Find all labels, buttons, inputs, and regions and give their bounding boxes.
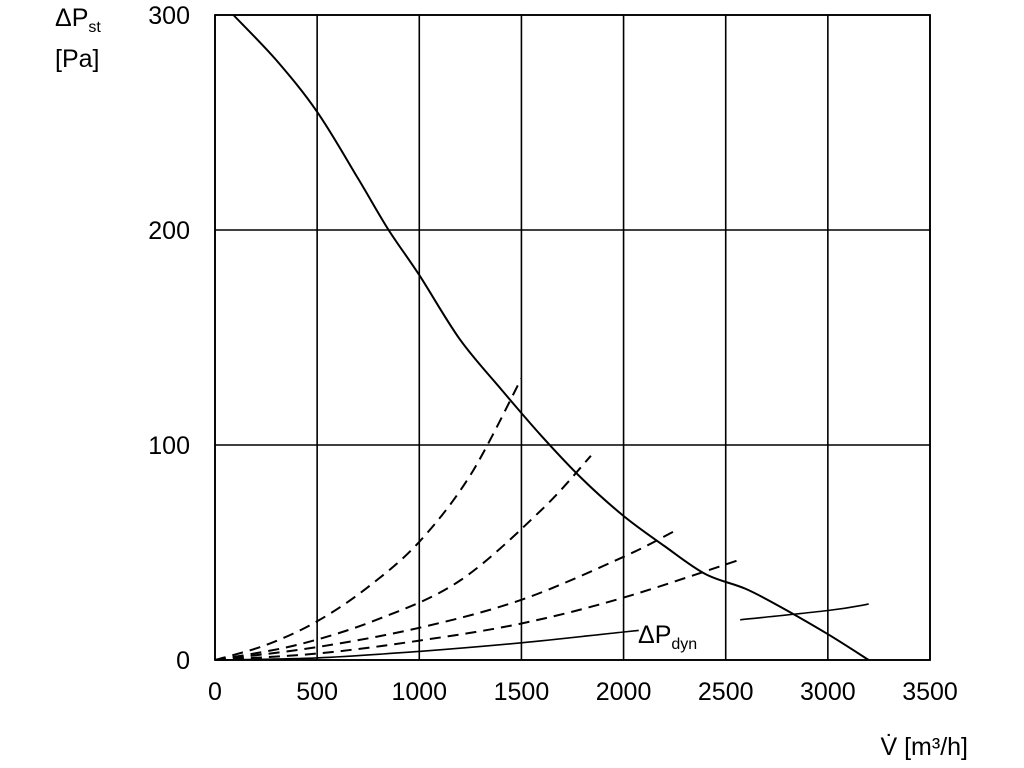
x-tick-label: 3500: [902, 678, 958, 706]
dyn-annotation: ΔPdyn: [638, 621, 697, 653]
x-tick-label: 1500: [494, 678, 550, 706]
y-tick-label: 300: [148, 2, 190, 30]
x-tick-label: 2000: [596, 678, 652, 706]
x-tick-label: 2500: [698, 678, 754, 706]
y-tick-label: 200: [148, 217, 190, 245]
plot-frame: [214, 14, 931, 661]
x-tick-label: 0: [208, 678, 222, 706]
x-tick-label: 3000: [800, 678, 856, 706]
y-tick-label: 0: [176, 647, 190, 675]
system-curve-line-2: [214, 377, 523, 661]
dyn-annotation-main: ΔP: [638, 621, 671, 649]
x-tick-label: 500: [296, 678, 338, 706]
y-axis-unit: [Pa]: [55, 45, 99, 73]
system-curve-line-4: [214, 530, 676, 661]
x-axis-label: V̇ [m³/h]: [880, 732, 968, 761]
fan-curve-line-0: [232, 14, 870, 661]
grid-layer: [214, 14, 931, 661]
y-axis-label-sub: st: [88, 19, 101, 36]
series-layer: [214, 14, 870, 661]
x-tick-label: 1000: [391, 678, 447, 706]
dynamic-pressure-line-1: [214, 603, 869, 661]
tick-layer: 0 500 1000 1500 2000 2500 3000 3500 0 100 200 300: [148, 2, 958, 706]
y-tick-label: 100: [148, 432, 190, 460]
y-axis-label-main: ΔP: [55, 4, 88, 32]
y-axis-label: ΔPst: [55, 4, 101, 36]
system-curve-line-5: [214, 558, 743, 661]
dyn-annotation-sub: dyn: [671, 636, 697, 653]
system-curve-line-3: [214, 455, 592, 661]
